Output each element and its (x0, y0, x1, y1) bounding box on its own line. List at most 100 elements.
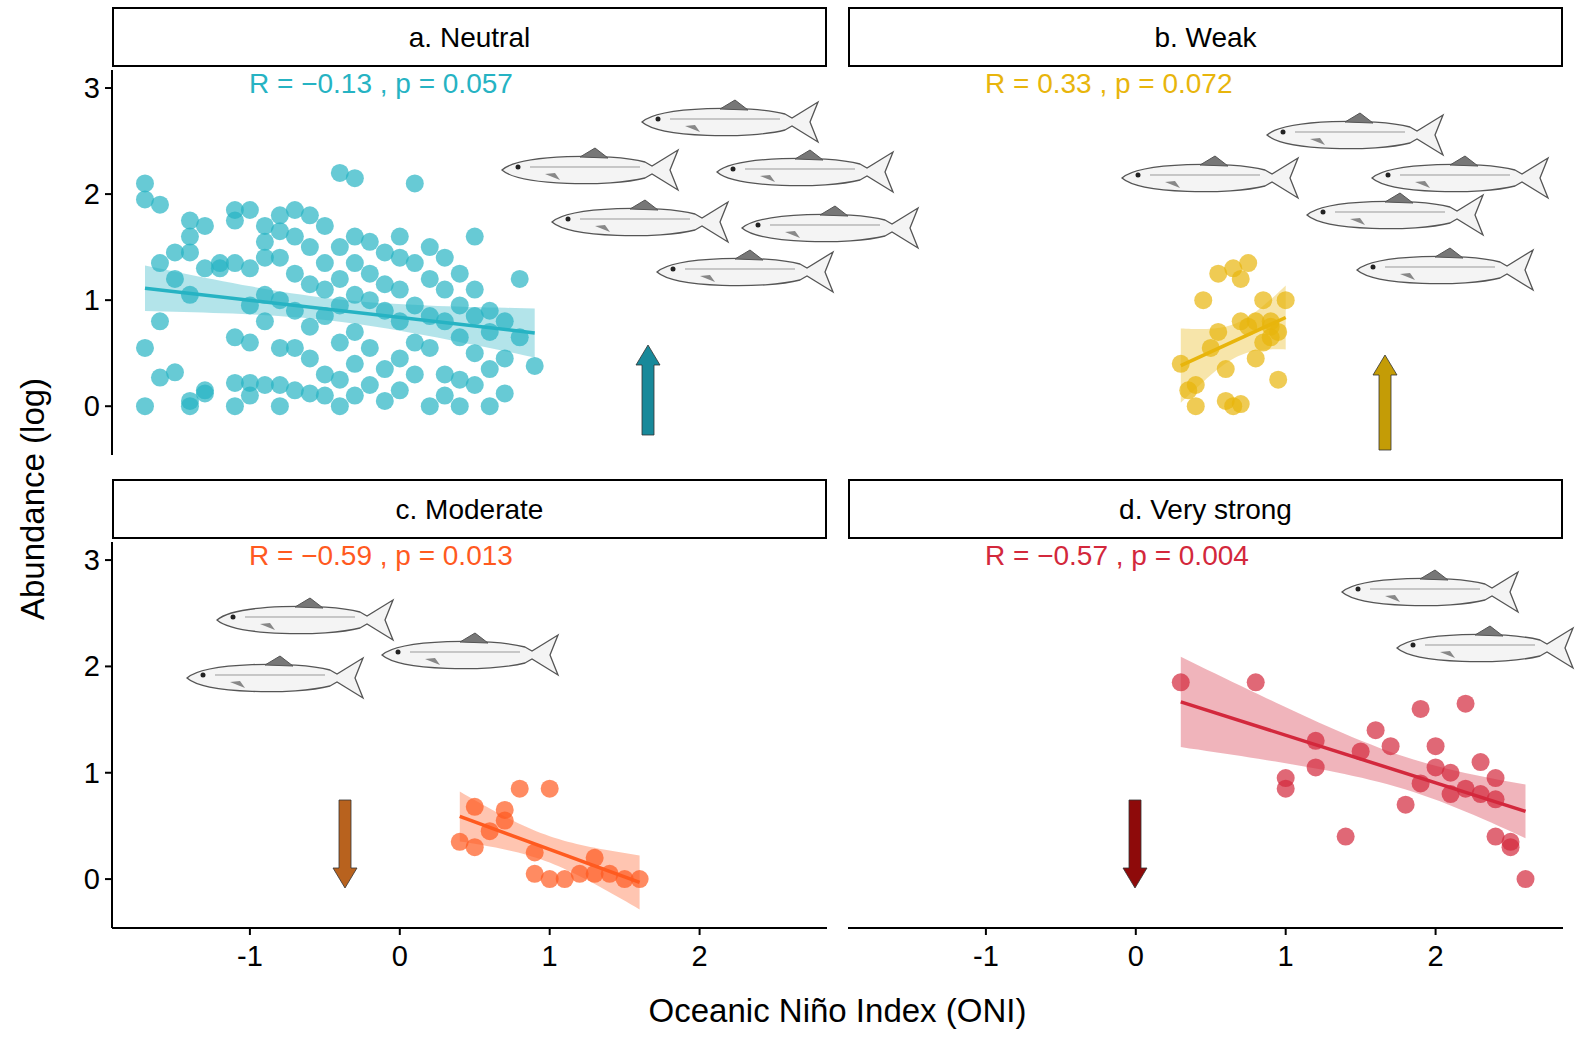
point (376, 392, 394, 410)
point (316, 281, 334, 299)
fish-fin (1200, 156, 1228, 166)
fish-fin (1420, 570, 1448, 580)
fish-icon (502, 148, 678, 190)
y-tick-label: 0 (84, 390, 100, 422)
panel-title: d. Very strong (1119, 494, 1292, 525)
x-tick-label: 0 (392, 940, 408, 972)
x-tick (985, 928, 987, 935)
point (331, 397, 349, 415)
x-tick (549, 928, 551, 935)
fish-eye (566, 217, 571, 222)
point (1367, 721, 1385, 739)
fish-line (1370, 589, 1480, 590)
point (316, 387, 334, 405)
point (1472, 753, 1490, 771)
point (181, 243, 199, 261)
point (466, 228, 484, 246)
point (226, 397, 244, 415)
trend-line (1181, 702, 1526, 811)
point (346, 387, 364, 405)
point (301, 238, 319, 256)
fish-line (245, 617, 355, 618)
point (241, 201, 259, 219)
point (196, 384, 214, 402)
annotation: R = −0.57 , p = 0.004 (985, 540, 1249, 571)
strip (113, 8, 826, 66)
point (1502, 838, 1520, 856)
fish-fin (1310, 138, 1325, 145)
point (151, 196, 169, 214)
point (136, 174, 154, 192)
point (1232, 395, 1250, 413)
fish-icon (1397, 626, 1573, 668)
point (1457, 695, 1475, 713)
point (241, 387, 259, 405)
confidence-band (1181, 657, 1526, 838)
point (346, 169, 364, 187)
point (1337, 828, 1355, 846)
point (391, 281, 409, 299)
point (286, 381, 304, 399)
fish-line (1385, 267, 1495, 268)
y-tick (105, 878, 112, 880)
point (136, 397, 154, 415)
x-tick-label: -1 (973, 940, 999, 972)
x-tick-label: 1 (1278, 940, 1294, 972)
point (466, 281, 484, 299)
point (436, 387, 454, 405)
fish-icon (657, 250, 833, 292)
fish-fin (295, 598, 323, 608)
x-tick-label: 0 (1128, 940, 1144, 972)
fish-fin (260, 623, 275, 630)
fish-icon (217, 598, 393, 640)
x-tick (699, 928, 701, 935)
point (436, 249, 454, 267)
plot-area (1172, 657, 1535, 888)
figure: a. Neutral0123R = −0.13 , p = 0.057Abund… (0, 0, 1595, 1050)
point (301, 318, 319, 336)
strip (849, 8, 1562, 66)
decorations (187, 100, 1573, 888)
arrow (1373, 355, 1397, 450)
point (346, 323, 364, 341)
point (361, 233, 379, 251)
confidence-band (1181, 286, 1286, 403)
fish-fin (1450, 156, 1478, 166)
point (361, 265, 379, 283)
point (1194, 291, 1212, 309)
arrow (636, 345, 660, 435)
point (1517, 870, 1535, 888)
fish-fin (265, 656, 293, 666)
fish-fin (630, 200, 658, 210)
x-tick (249, 928, 251, 935)
plot-area (1172, 254, 1295, 415)
point (391, 228, 409, 246)
strip (113, 480, 826, 538)
y-tick (105, 772, 112, 774)
fish-fin (685, 125, 700, 132)
trend-line (1181, 318, 1286, 366)
point (181, 397, 199, 415)
fish-line (410, 652, 520, 653)
point (301, 349, 319, 367)
fish-fin (760, 175, 775, 182)
point (241, 334, 259, 352)
panel: d. Very strong-1012R = −0.57 , p = 0.004 (848, 480, 1563, 972)
point (406, 174, 424, 192)
point (346, 355, 364, 373)
plot-area (451, 780, 649, 910)
fish-icon (1267, 113, 1443, 155)
point (481, 397, 499, 415)
fish-eye (1136, 173, 1141, 178)
point (421, 339, 439, 357)
point (196, 217, 214, 235)
fish-icon (1307, 193, 1483, 235)
fish-eye (756, 223, 761, 228)
y-tick-label: 2 (84, 650, 100, 682)
point (466, 376, 484, 394)
fish-icon (187, 656, 363, 698)
point (286, 339, 304, 357)
point (361, 376, 379, 394)
fish-eye (516, 165, 521, 170)
point (391, 381, 409, 399)
